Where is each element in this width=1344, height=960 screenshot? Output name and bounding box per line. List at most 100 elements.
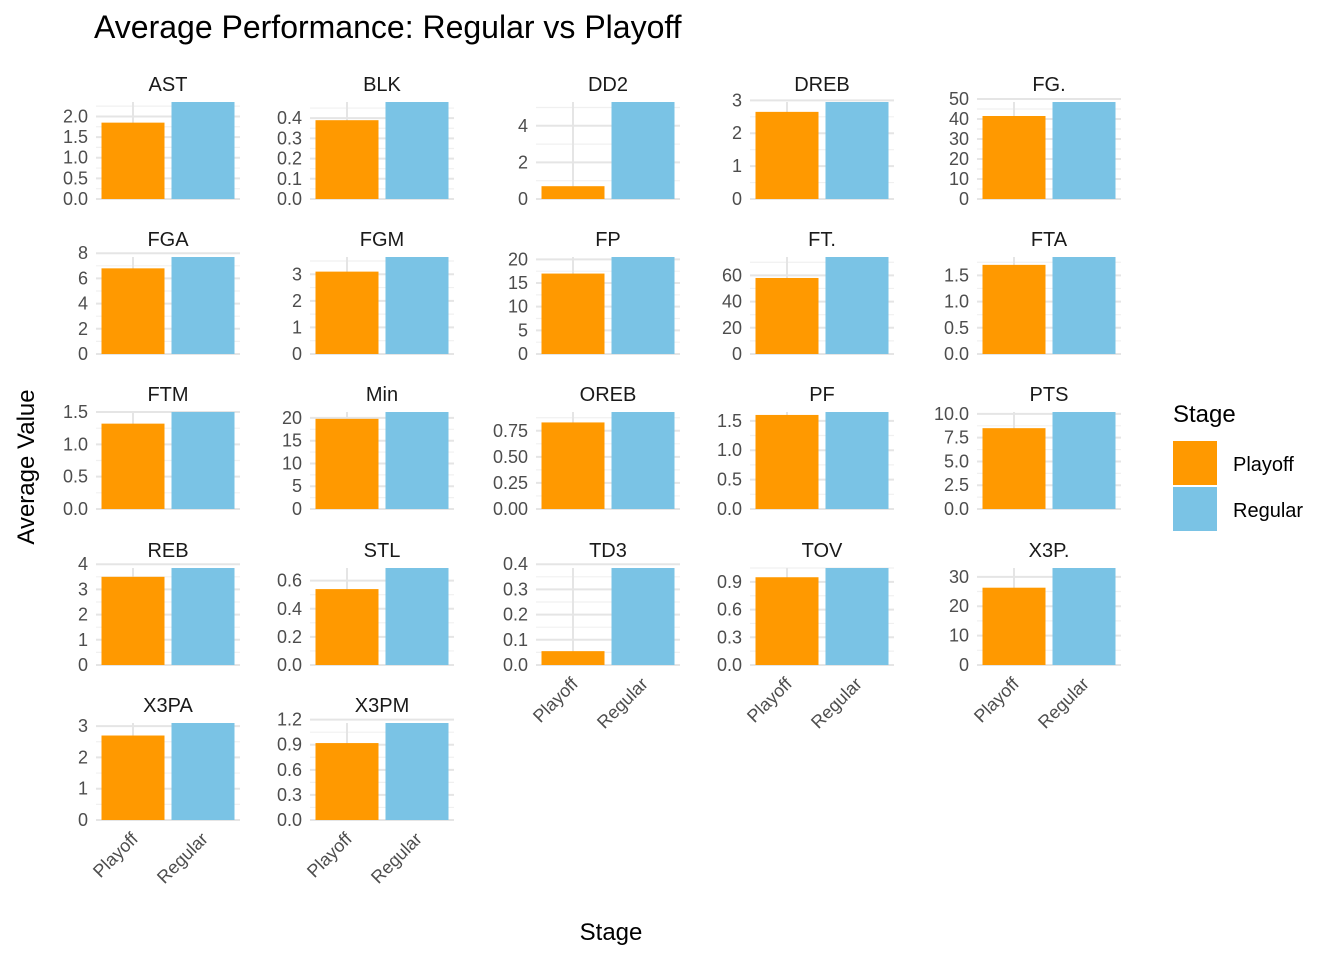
y-tick-label: 30 bbox=[949, 567, 969, 587]
y-tick-label: 5 bbox=[292, 476, 302, 496]
x-axis-title: Stage bbox=[580, 919, 643, 946]
facet-panel-pts: 0.0 2.5 5.0 7.5 10.0 PTS bbox=[934, 384, 1121, 519]
y-tick-label: 0 bbox=[78, 344, 88, 364]
bar-playoff bbox=[101, 423, 165, 509]
bar-playoff bbox=[755, 577, 819, 665]
facet-label: FTA bbox=[1031, 229, 1068, 251]
facet-label: X3PM bbox=[355, 695, 409, 717]
facet-panel-reb: 0 1 2 3 4 REB bbox=[78, 540, 240, 675]
y-tick-label: 0.6 bbox=[277, 571, 302, 591]
y-tick-label: 0.0 bbox=[63, 499, 88, 519]
bar-regular bbox=[385, 257, 449, 354]
y-tick-label: 0.0 bbox=[717, 655, 742, 675]
facet-panel-blk: 0.00.10.20.30.4 BLK bbox=[277, 74, 454, 209]
facet-label: FGM bbox=[360, 229, 404, 251]
y-tick-label: 4 bbox=[78, 294, 88, 314]
legend: Stage Playoff Regular bbox=[1173, 401, 1303, 531]
bar-regular bbox=[171, 723, 235, 820]
y-tick-label: 0 bbox=[78, 810, 88, 830]
y-tick-label: 0.50 bbox=[493, 447, 528, 467]
y-tick-label: 2 bbox=[292, 291, 302, 311]
y-tick-label: 10.0 bbox=[934, 404, 969, 424]
facet-label: OREB bbox=[580, 384, 637, 406]
chart-title: Average Performance: Regular vs Playoff bbox=[94, 9, 682, 45]
y-tick-label: 4 bbox=[78, 554, 88, 574]
y-tick-label: 3 bbox=[78, 579, 88, 599]
y-tick-label: 0.0 bbox=[277, 810, 302, 830]
y-tick-label: 5.0 bbox=[944, 451, 969, 471]
bar-playoff bbox=[101, 122, 165, 199]
y-tick-label: 40 bbox=[949, 109, 969, 129]
bar-playoff bbox=[315, 271, 379, 354]
facet-panel-dreb: 0 1 2 3 DREB bbox=[732, 74, 894, 209]
y-tick-label: 20 bbox=[722, 318, 742, 338]
y-tick-label: 1.2 bbox=[277, 710, 302, 730]
y-tick-label: 0 bbox=[959, 189, 969, 209]
facet-panel-ftm: 0.0 0.5 1.0 1.5 FTM bbox=[63, 384, 240, 519]
bar-playoff bbox=[541, 273, 605, 354]
bar-regular bbox=[825, 102, 889, 199]
y-tick-label: 2.5 bbox=[944, 475, 969, 495]
y-tick-label: 10 bbox=[508, 297, 528, 317]
x-tick-label: Regular bbox=[153, 829, 212, 888]
y-tick-label: 1 bbox=[292, 317, 302, 337]
y-tick-label: 3 bbox=[78, 716, 88, 736]
y-tick-label: 0.5 bbox=[63, 168, 88, 188]
y-tick-label: 0 bbox=[78, 655, 88, 675]
y-tick-label: 0 bbox=[292, 499, 302, 519]
facet-label: TD3 bbox=[589, 540, 627, 562]
y-tick-label: 0.3 bbox=[503, 579, 528, 599]
facet-label: TOV bbox=[802, 540, 843, 562]
y-tick-label: 10 bbox=[949, 626, 969, 646]
bar-playoff bbox=[982, 428, 1046, 509]
y-tick-label: 7.5 bbox=[944, 428, 969, 448]
y-tick-label: 0.3 bbox=[277, 128, 302, 148]
y-tick-label: 0.3 bbox=[277, 785, 302, 805]
y-tick-label: 2 bbox=[78, 747, 88, 767]
facet-panel-x3p-dot: 0 10 20 30 X3P. Playoff Regular bbox=[949, 540, 1121, 732]
bar-playoff bbox=[101, 268, 165, 354]
y-tick-label: 0.2 bbox=[503, 605, 528, 625]
bar-playoff bbox=[541, 422, 605, 509]
y-tick-label: 0.9 bbox=[717, 572, 742, 592]
facet-label: DD2 bbox=[588, 74, 628, 96]
bar-regular bbox=[385, 568, 449, 665]
bar-regular bbox=[171, 568, 235, 665]
y-tick-label: 5 bbox=[518, 320, 528, 340]
facet-panel-ast: 0.00.51.01.52.0 AST bbox=[63, 74, 240, 209]
bar-regular bbox=[825, 412, 889, 509]
y-tick-label: 3 bbox=[292, 264, 302, 284]
y-tick-label: 0.0 bbox=[277, 189, 302, 209]
y-tick-label: 0.5 bbox=[944, 318, 969, 338]
y-tick-label: 0.4 bbox=[277, 108, 302, 128]
y-tick-label: 3 bbox=[732, 90, 742, 110]
facet-label: PF bbox=[809, 384, 835, 406]
facet-label: STL bbox=[364, 540, 401, 562]
bar-regular bbox=[1052, 257, 1116, 354]
facet-label: X3PA bbox=[143, 695, 193, 717]
y-tick-label: 0.1 bbox=[503, 630, 528, 650]
y-tick-label: 15 bbox=[508, 273, 528, 293]
y-tick-label: 20 bbox=[508, 249, 528, 269]
facet-label: Min bbox=[366, 384, 398, 406]
bar-regular bbox=[385, 102, 449, 199]
x-tick-label: Playoff bbox=[970, 673, 1024, 727]
facet-panel-fta: 0.0 0.5 1.0 1.5 FTA bbox=[944, 229, 1121, 364]
y-tick-label: 0 bbox=[518, 189, 528, 209]
bar-regular bbox=[611, 257, 675, 354]
y-tick-label: 8 bbox=[78, 243, 88, 263]
facet-label: AST bbox=[149, 74, 188, 96]
bar-regular bbox=[1052, 412, 1116, 509]
bar-regular bbox=[611, 102, 675, 199]
y-tick-label: 0.0 bbox=[63, 189, 88, 209]
facet-panel-ft-dot: 0 20 40 60 FT. bbox=[722, 229, 894, 364]
bar-playoff bbox=[755, 414, 819, 509]
x-tick-label: Regular bbox=[593, 674, 652, 733]
x-tick-label: Playoff bbox=[743, 673, 797, 727]
bar-regular bbox=[611, 412, 675, 509]
facet-panel-fp: 0 5 10 15 20 FP bbox=[508, 229, 680, 364]
bar-regular bbox=[171, 257, 235, 354]
